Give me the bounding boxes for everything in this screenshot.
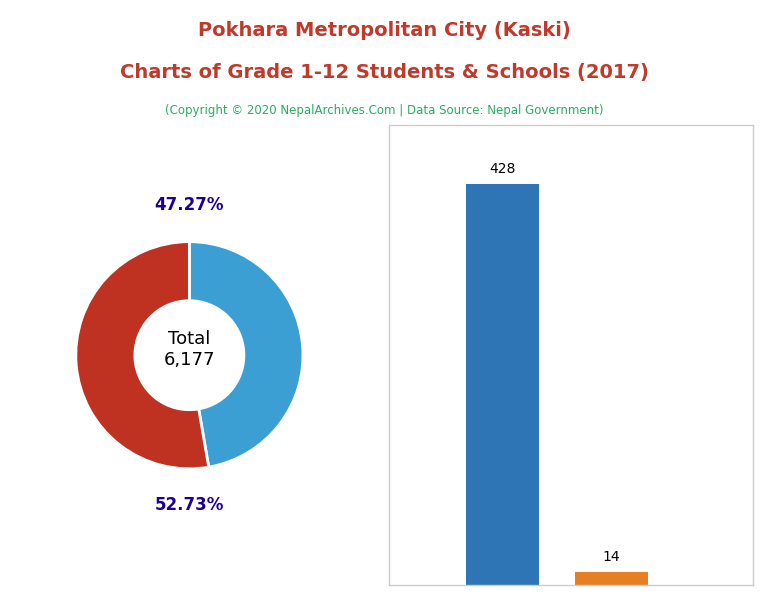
Bar: [575, 572, 647, 585]
Text: Charts of Grade 1-12 Students & Schools (2017): Charts of Grade 1-12 Students & Schools …: [120, 63, 648, 82]
Text: (Copyright © 2020 NepalArchives.Com | Data Source: Nepal Government): (Copyright © 2020 NepalArchives.Com | Da…: [165, 104, 603, 118]
Text: 47.27%: 47.27%: [154, 196, 224, 214]
Text: 14: 14: [603, 550, 620, 564]
Text: 428: 428: [489, 162, 515, 176]
Text: 52.73%: 52.73%: [154, 496, 224, 514]
Legend: Male Students (2,920), Female Students (3,257): Male Students (2,920), Female Students (…: [0, 589, 197, 597]
Bar: [466, 183, 538, 585]
Text: Pokhara Metropolitan City (Kaski): Pokhara Metropolitan City (Kaski): [197, 21, 571, 40]
Text: Total
6,177: Total 6,177: [164, 330, 215, 369]
Wedge shape: [76, 242, 209, 469]
Wedge shape: [190, 242, 303, 467]
